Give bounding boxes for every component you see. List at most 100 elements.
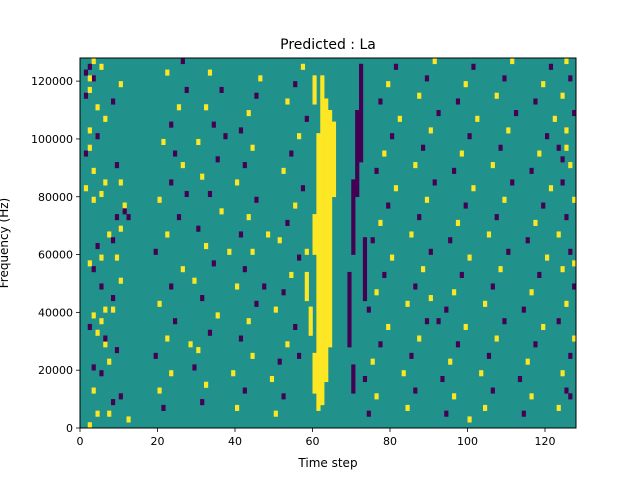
heatmap-cell — [378, 219, 383, 226]
heatmap-cell — [173, 318, 178, 325]
heatmap-cell — [405, 404, 410, 411]
heatmap-cell — [331, 121, 337, 198]
heatmap-cell — [87, 422, 92, 429]
x-tick-label: 100 — [457, 435, 478, 448]
heatmap-cell — [401, 370, 406, 377]
x-tick-label: 80 — [383, 435, 397, 448]
heatmap-cell — [289, 271, 294, 278]
heatmap-cell — [227, 248, 232, 255]
heatmap-cell — [556, 318, 561, 325]
heatmap-cell — [118, 179, 123, 186]
heatmap-cell — [91, 58, 96, 65]
heatmap-cell — [417, 214, 422, 221]
heatmap-cell — [122, 208, 127, 215]
heatmap-cell — [83, 150, 89, 157]
plot-frame — [79, 57, 577, 429]
heatmap-cell — [87, 63, 92, 70]
heatmap-cell — [362, 237, 368, 302]
heatmap-cell — [250, 352, 255, 359]
heatmap-cell — [537, 271, 542, 278]
heatmap-cell — [273, 410, 278, 417]
y-tick-label: 40000 — [38, 306, 73, 319]
heatmap-cell — [517, 375, 523, 383]
heatmap-cell — [99, 370, 104, 377]
heatmap-cell — [502, 75, 507, 82]
heatmap-cell — [300, 63, 306, 70]
heatmap-cell — [355, 110, 360, 198]
heatmap-cell — [413, 387, 418, 394]
heatmap-cell — [428, 248, 433, 255]
heatmap-cell — [467, 254, 472, 261]
heatmap-cell — [254, 196, 259, 203]
heatmap-cell — [83, 92, 89, 99]
heatmap-cell — [359, 63, 364, 163]
heatmap-cell — [169, 121, 174, 128]
heatmap-cell — [424, 75, 430, 82]
heatmap-cell — [289, 150, 294, 157]
heatmap-cell — [126, 416, 131, 423]
heatmap-cell — [545, 254, 550, 261]
heatmap-cell — [397, 115, 402, 122]
heatmap-cell — [382, 271, 387, 278]
heatmap-cell — [545, 133, 550, 140]
x-axis: 0 20 40 60 80 100 120 — [77, 428, 556, 448]
heatmap-cell — [273, 306, 278, 313]
heatmap-cell — [126, 214, 131, 221]
heatmap-cell — [285, 98, 290, 105]
heatmap-cell — [428, 127, 433, 134]
heatmap-cell — [572, 335, 577, 342]
heatmap-cell — [285, 341, 290, 348]
heatmap-cell — [153, 352, 158, 359]
heatmap-cell — [277, 237, 282, 244]
heatmap-cell — [83, 185, 89, 192]
heatmap-cell — [560, 92, 565, 99]
heatmap-cell — [506, 248, 511, 255]
heatmap-cell — [103, 306, 108, 313]
heatmap-cell — [293, 81, 298, 88]
heatmap-cell — [281, 289, 286, 296]
heatmap-cell — [204, 381, 209, 388]
heatmap-cell — [165, 69, 170, 76]
heatmap-cell — [529, 393, 534, 400]
heatmap-cell — [448, 358, 453, 365]
heatmap-cell — [413, 162, 418, 169]
heatmap-cell — [250, 248, 255, 255]
heatmap-cell — [537, 150, 542, 157]
heatmap-cell — [386, 81, 391, 88]
heatmap-cell — [490, 162, 495, 169]
heatmap-cell — [235, 404, 240, 411]
heatmap-cell — [103, 335, 108, 342]
heatmap-cell — [506, 127, 511, 134]
heatmap-cell — [459, 271, 464, 278]
heatmap-cell — [564, 127, 569, 134]
heatmap-cell — [204, 104, 209, 111]
heatmap-cell — [502, 318, 507, 325]
y-tick-label: 100000 — [31, 133, 73, 146]
heatmap-cell — [111, 237, 116, 244]
heatmap-cell — [490, 387, 495, 394]
heatmap-cell — [250, 144, 255, 151]
heatmap-cell — [564, 58, 569, 65]
heatmap-cells — [80, 58, 577, 429]
heatmap-cell — [366, 306, 371, 313]
heatmap-cell — [448, 237, 453, 244]
heatmap-cell — [521, 306, 526, 313]
heatmap-cell — [95, 329, 100, 336]
heatmap-cell — [91, 266, 96, 273]
heatmap-cell — [424, 318, 430, 325]
heatmap-cell — [436, 110, 441, 117]
heatmap-cell — [246, 110, 251, 117]
heatmap-cell — [308, 306, 313, 336]
heatmap-cell — [297, 352, 302, 359]
y-axis-label: Frequency (Hz) — [0, 198, 11, 289]
heatmap-cell — [366, 410, 371, 417]
heatmap-cell — [413, 283, 418, 290]
x-axis-label: Time step — [297, 456, 357, 470]
heatmap-cell — [304, 248, 309, 255]
heatmap-cell — [238, 231, 244, 238]
heatmap-cell — [204, 243, 209, 250]
heatmap-cell — [568, 75, 573, 82]
heatmap-cell — [502, 196, 507, 203]
heatmap-cell — [417, 92, 422, 99]
